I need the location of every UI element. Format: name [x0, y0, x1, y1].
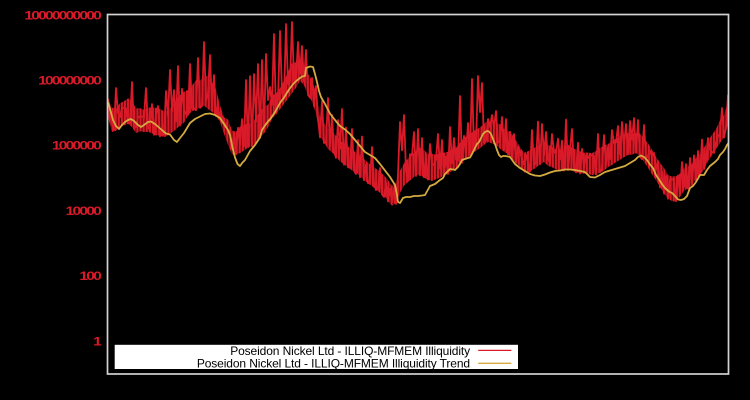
- svg-text:1: 1: [93, 334, 102, 348]
- svg-text:Poseidon Nickel Ltd - ILLIQ-MF: Poseidon Nickel Ltd - ILLIQ-MFMEM Illiqu…: [230, 344, 470, 358]
- svg-text:1000000: 1000000: [52, 138, 102, 152]
- svg-text:100000000: 100000000: [38, 73, 102, 87]
- svg-text:10000000000: 10000000000: [24, 8, 102, 22]
- svg-text:Poseidon Nickel Ltd - ILLIQ-MF: Poseidon Nickel Ltd - ILLIQ-MFMEM Illiqu…: [197, 356, 470, 370]
- svg-text:10000: 10000: [66, 204, 102, 218]
- svg-text:100: 100: [79, 269, 102, 283]
